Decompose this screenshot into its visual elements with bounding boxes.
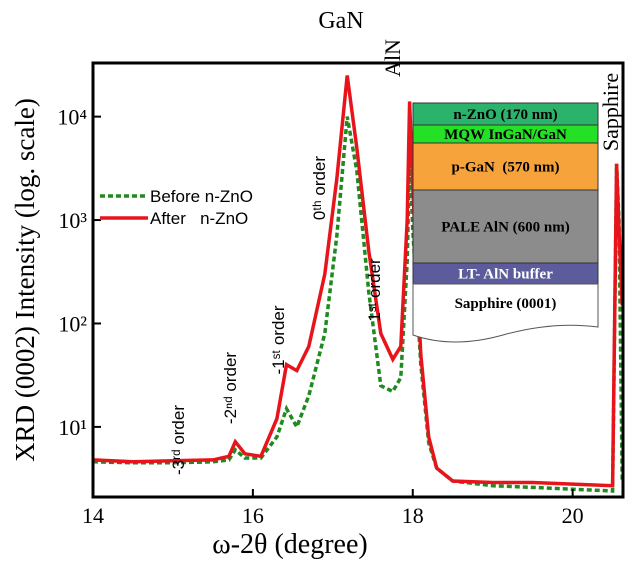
annotation: -2ⁿᵈ order [221, 352, 240, 424]
layer-label: p-GaN (570 nm) [452, 160, 560, 176]
annotation: AlN [380, 39, 405, 77]
annotation: 0ᵗʰ order [310, 156, 329, 220]
x-tick-label: 16 [242, 503, 264, 528]
legend-label: After n-ZnO [150, 209, 248, 228]
annotation: GaN [318, 8, 363, 34]
y-tick-label: 10³ [58, 208, 87, 233]
layer-label: PALE AlN (600 nm) [441, 220, 569, 236]
x-tick-label: 18 [402, 503, 424, 528]
plot-frame [91, 61, 625, 499]
x-axis-label: ω-2θ (degree) [212, 529, 367, 560]
layer-label: Sapphire (0001) [455, 296, 557, 312]
annotation: -3ʳᵈ order [169, 405, 188, 475]
legend-label: Before n-ZnO [150, 187, 253, 206]
y-tick-label: 10² [58, 311, 87, 336]
annotation: Sapphire [598, 73, 623, 151]
layer-label: MQW InGaN/GaN [444, 127, 567, 143]
annotation: 1ˢᵗ order [365, 258, 384, 322]
y-axis-label: XRD (0002) Intensity (log. scale) [10, 98, 40, 462]
layer [412, 189, 599, 264]
layer [412, 283, 599, 343]
x-tick-label: 14 [82, 503, 104, 528]
layer-label: LT- AlN buffer [458, 267, 553, 283]
y-tick-label: 10¹ [58, 415, 87, 440]
annotation: -1ˢᵗ order [269, 305, 288, 374]
x-tick-label: 20 [562, 503, 584, 528]
layer [412, 142, 599, 191]
layer-label: n-ZnO (170 nm) [453, 107, 557, 123]
y-tick-label: 10⁴ [57, 105, 87, 130]
data-line [92, 75, 624, 488]
data-line [92, 116, 624, 493]
